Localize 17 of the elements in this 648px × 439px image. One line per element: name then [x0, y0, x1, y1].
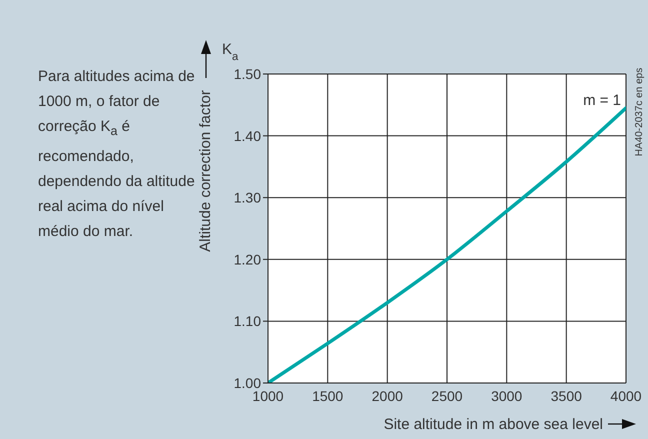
- x-tick-label: 2500: [431, 388, 463, 404]
- y-tick-label: 1.10: [234, 313, 262, 330]
- y-tick-label: 1.50: [234, 66, 262, 82]
- x-tick-label: 4000: [610, 388, 642, 404]
- x-tick-label: 3500: [550, 388, 582, 404]
- text: Para altitudes acima de 1000 m, o fator de correção K$_{a}$ é recomendado, dependendo da altitude real acima do nível médio do mar.: [38, 68, 195, 240]
- series-label: m = 1: [583, 92, 621, 109]
- x-axis-title: Site altitude in m above sea level: [384, 416, 603, 433]
- y-tick-label: 1.40: [234, 128, 262, 144]
- y-axis-title: Altitude correction factor: [197, 90, 214, 252]
- x-tick-label: 1500: [312, 388, 344, 404]
- y-tick-label: 1.30: [234, 190, 262, 206]
- text: K$_{a}$: [222, 41, 240, 63]
- x-tick-label: 3000: [491, 388, 522, 404]
- x-tick-label: 2000: [372, 388, 404, 404]
- y-tick-label: 1.20: [234, 251, 262, 268]
- text: HA40-2037c en eps: [634, 68, 645, 156]
